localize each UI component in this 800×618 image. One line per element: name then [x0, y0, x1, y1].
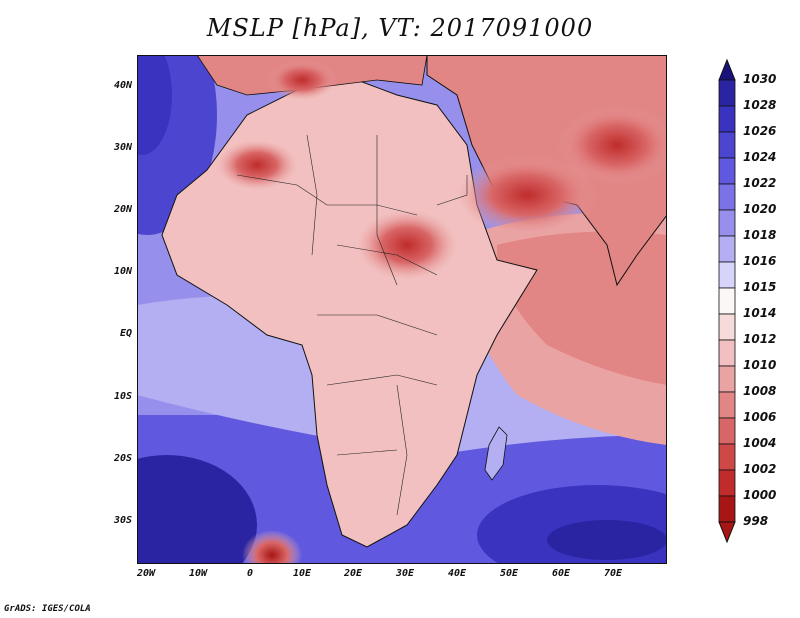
- colorbar-box: [718, 287, 736, 315]
- lon-label-0: 0: [246, 568, 254, 579]
- south-atlantic-high: [137, 455, 257, 564]
- north-atlantic-core: [137, 55, 172, 155]
- map-panel: [137, 55, 667, 564]
- colorbar-top-arrow: [718, 58, 736, 81]
- colorbar-box: [718, 443, 736, 471]
- colorbar-box: [718, 417, 736, 445]
- lon-label-10w: 10W: [188, 568, 208, 579]
- map-frame: [137, 55, 667, 564]
- pressure-map: [137, 55, 667, 564]
- credit-text: GrADS: IGES/COLA: [4, 604, 91, 614]
- colorbar-label: 1020: [743, 202, 777, 216]
- colorbar-box: [718, 183, 736, 211]
- colorbar-box: [718, 131, 736, 159]
- colorbar-box: [718, 235, 736, 263]
- lat-label-20n: 20N: [113, 204, 132, 215]
- colorbar-label: 1030: [743, 72, 777, 86]
- colorbar-label: 1006: [743, 410, 777, 424]
- lat-label-30n: 30N: [113, 142, 132, 153]
- colorbar-bottom-arrow: [718, 521, 736, 544]
- colorbar-label: 1014: [743, 306, 777, 320]
- colorbar-box: [718, 105, 736, 133]
- colorbar-label: 1002: [743, 462, 777, 476]
- pakistan-low: [557, 105, 667, 185]
- colorbar-label: 1000: [743, 488, 777, 502]
- southwest-low: [242, 530, 302, 564]
- colorbar-label: 1016: [743, 254, 777, 268]
- lat-label-30s: 30S: [113, 515, 132, 526]
- arabian-low: [457, 155, 597, 235]
- colorbar-box: [718, 79, 736, 107]
- colorbar-box: [718, 313, 736, 341]
- africa-landmass: [161, 79, 538, 548]
- colorbar-box: [718, 209, 736, 237]
- lat-label-20s: 20S: [113, 453, 132, 464]
- lat-label-eq: EQ: [119, 328, 132, 339]
- colorbar-box: [718, 469, 736, 497]
- south-indian-core: [547, 520, 667, 560]
- colorbar-label: 1010: [743, 358, 777, 372]
- colorbar-box: [718, 391, 736, 419]
- colorbar-box: [718, 261, 736, 289]
- lon-label-20w: 20W: [136, 568, 156, 579]
- sahara-low: [217, 140, 297, 190]
- madagascar: [484, 426, 508, 481]
- colorbar-box: [718, 339, 736, 367]
- lon-label-30e: 30E: [395, 568, 415, 579]
- colorbar-box: [718, 495, 736, 523]
- colorbar: [718, 58, 736, 544]
- lat-label-10n: 10N: [113, 266, 132, 277]
- colorbar-box: [718, 365, 736, 393]
- lon-label-60e: 60E: [551, 568, 571, 579]
- lat-label-40n: 40N: [113, 80, 132, 91]
- colorbar-label: 1004: [743, 436, 777, 450]
- mediterranean-low: [267, 60, 337, 100]
- colorbar-label: 1008: [743, 384, 777, 398]
- colorbar-label: 1012: [743, 332, 777, 346]
- lat-label-10s: 10S: [113, 391, 132, 402]
- country-borders: [236, 134, 468, 516]
- colorbar-label: 1028: [743, 98, 777, 112]
- lon-label-40e: 40E: [447, 568, 467, 579]
- colorbar-label: 1024: [743, 150, 777, 164]
- colorbar-label: 1015: [743, 280, 777, 294]
- colorbar-box: [718, 157, 736, 185]
- lon-label-50e: 50E: [499, 568, 519, 579]
- lon-label-10e: 10E: [292, 568, 312, 579]
- colorbar-label: 998: [743, 514, 769, 528]
- colorbar-label: 1026: [743, 124, 777, 138]
- colorbar-label: 1018: [743, 228, 777, 242]
- sudan-low: [357, 210, 457, 280]
- colorbar-label: 1022: [743, 176, 777, 190]
- plot-title: MSLP [hPa], VT: 2017091000: [206, 14, 594, 42]
- lon-label-20e: 20E: [343, 568, 363, 579]
- lon-label-70e: 70E: [603, 568, 623, 579]
